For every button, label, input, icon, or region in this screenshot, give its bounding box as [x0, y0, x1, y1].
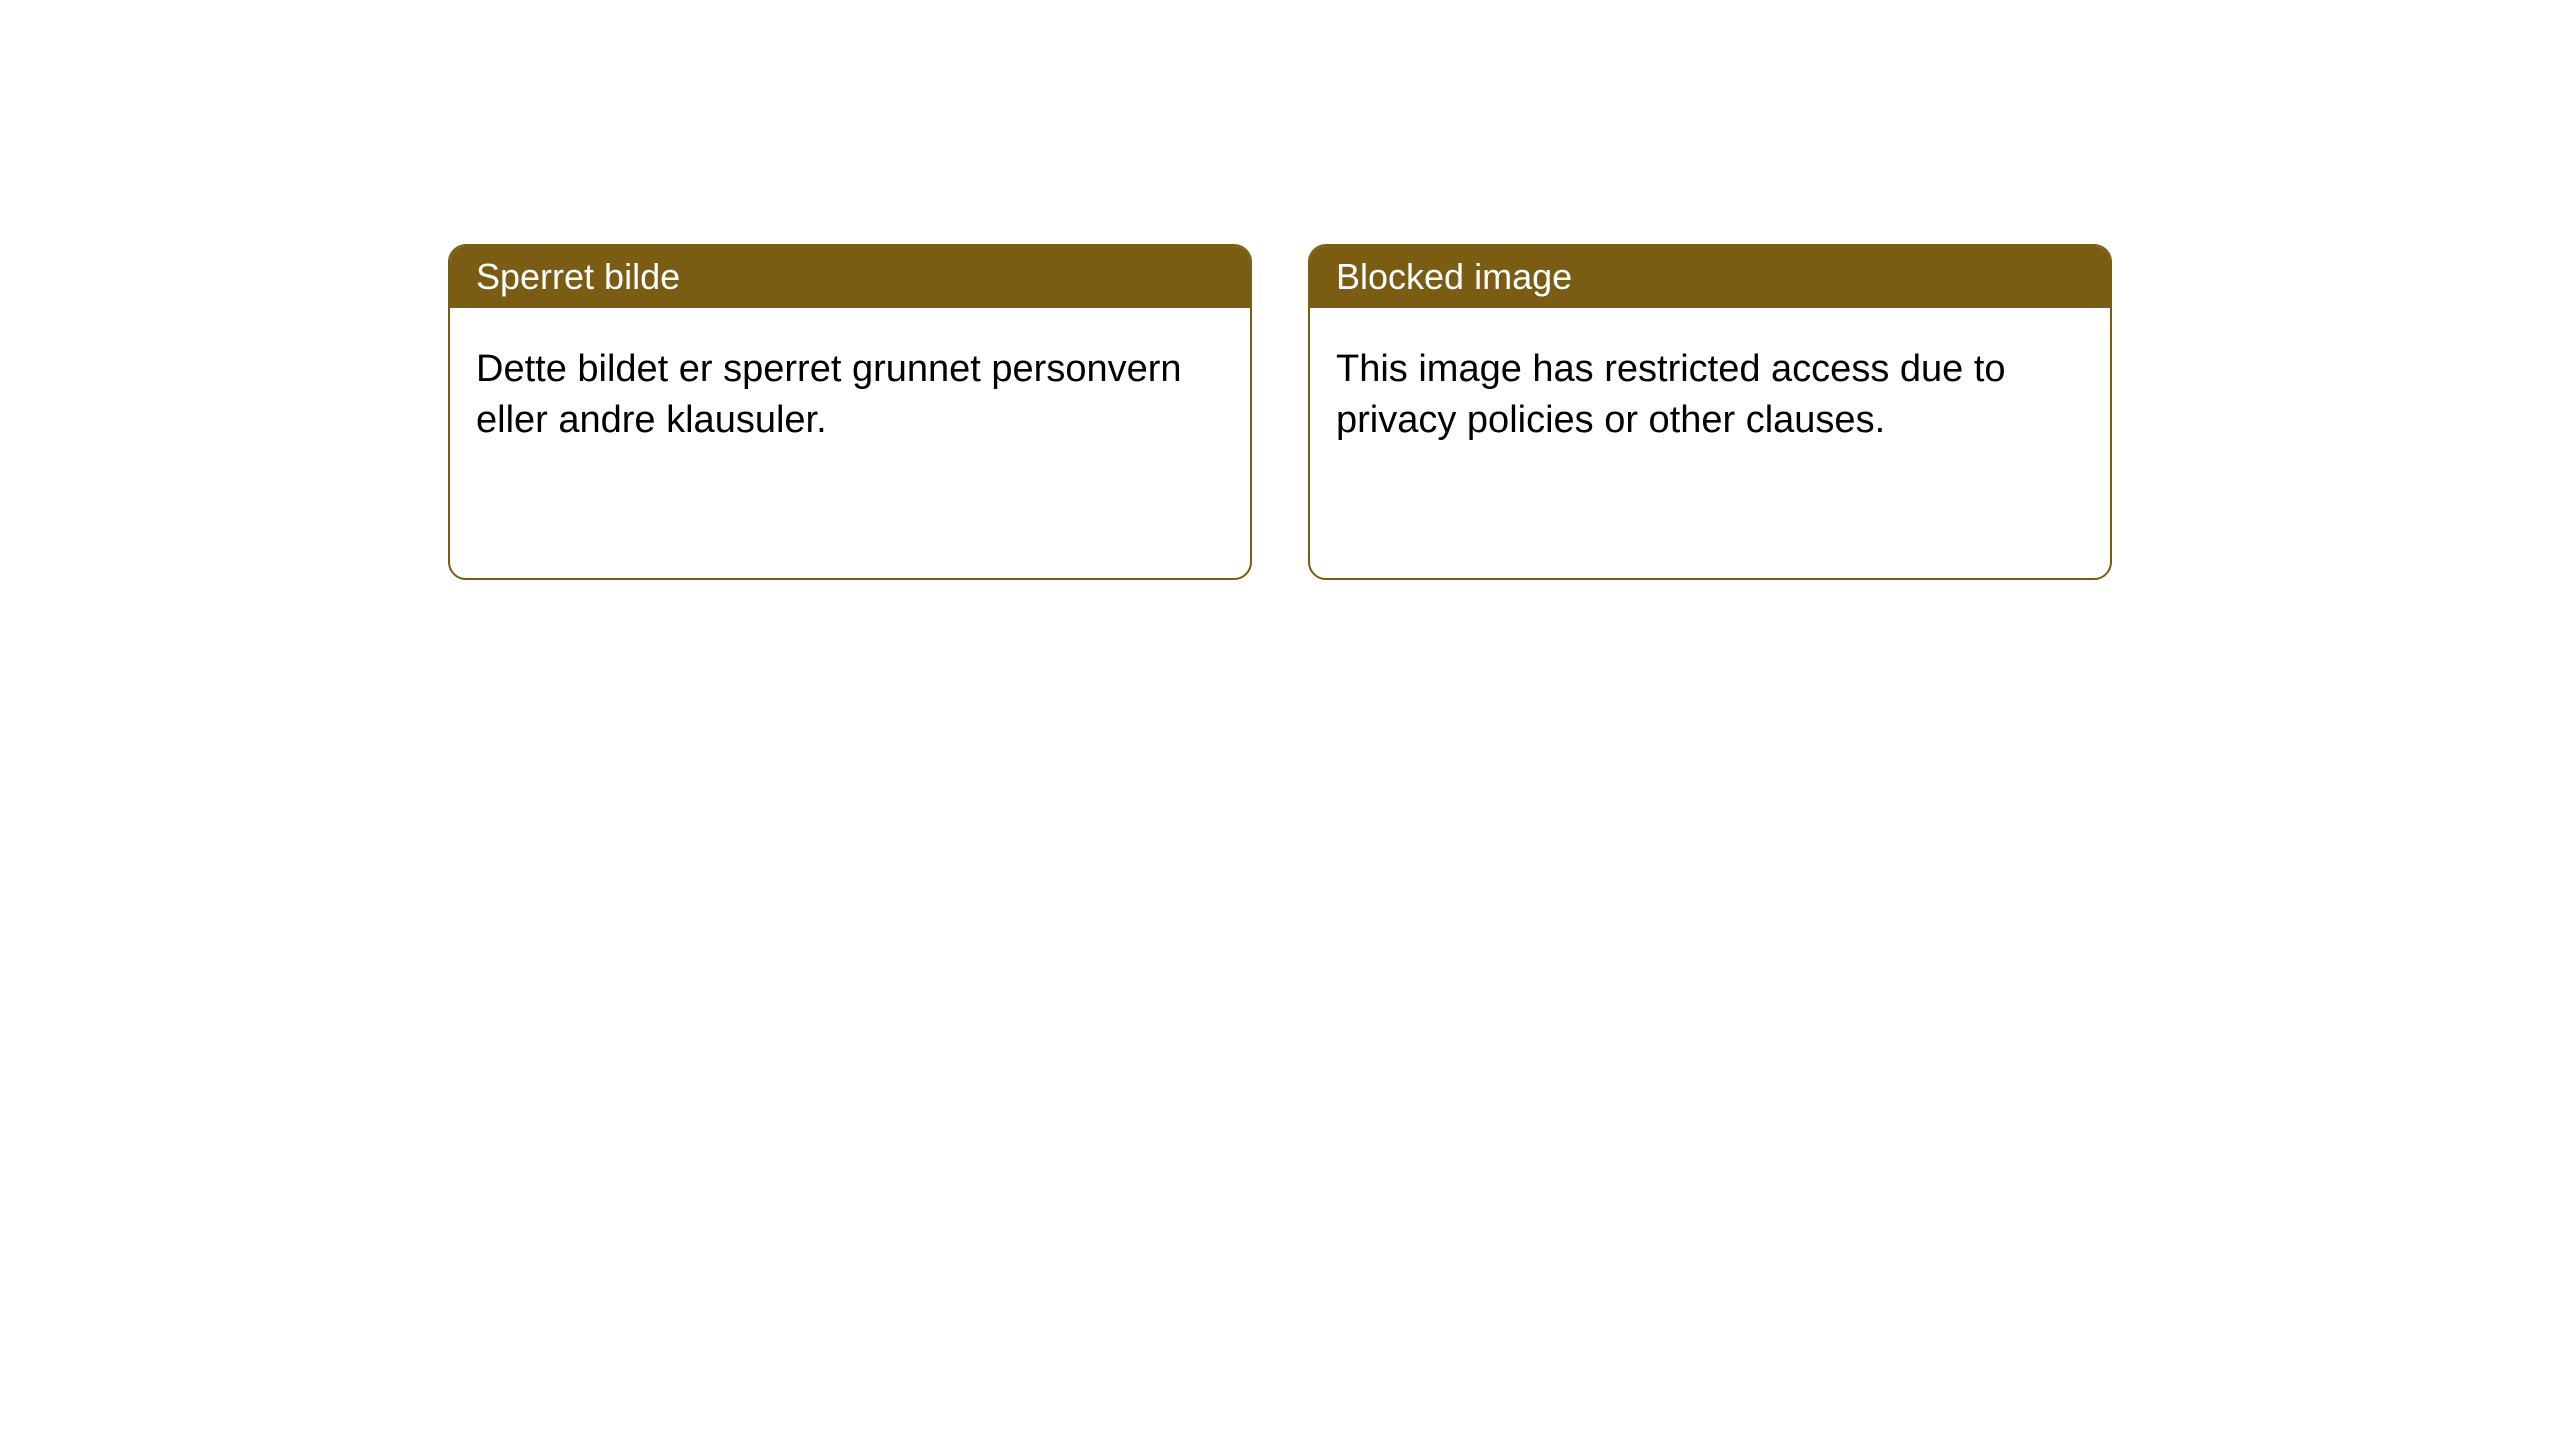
notice-container: Sperret bilde Dette bildet er sperret gr… — [0, 0, 2560, 580]
notice-title-english: Blocked image — [1310, 246, 2110, 308]
notice-body-english: This image has restricted access due to … — [1310, 308, 2110, 578]
notice-card-english: Blocked image This image has restricted … — [1308, 244, 2112, 580]
notice-card-norwegian: Sperret bilde Dette bildet er sperret gr… — [448, 244, 1252, 580]
notice-body-norwegian: Dette bildet er sperret grunnet personve… — [450, 308, 1250, 578]
notice-title-norwegian: Sperret bilde — [450, 246, 1250, 308]
